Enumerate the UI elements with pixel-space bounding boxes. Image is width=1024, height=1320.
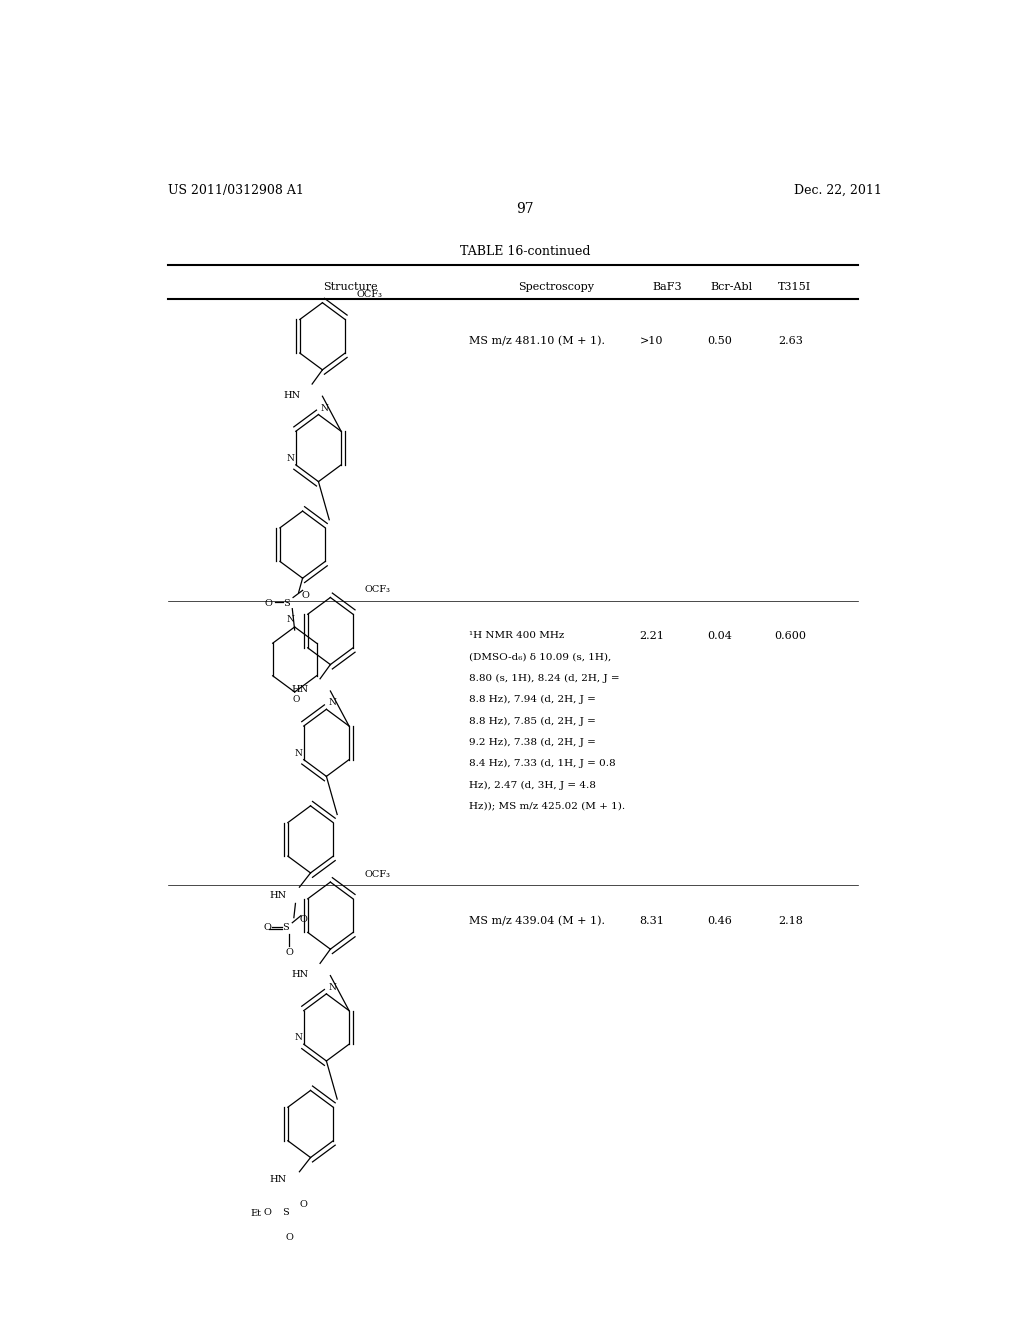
Text: >10: >10 [640, 337, 664, 346]
Text: Structure: Structure [323, 282, 378, 293]
Text: O: O [264, 1208, 271, 1217]
Text: N: N [294, 1034, 302, 1043]
Text: N: N [321, 404, 329, 413]
Text: N: N [329, 698, 337, 708]
Text: HN: HN [269, 891, 287, 900]
Text: HN: HN [291, 685, 308, 694]
Text: N: N [329, 983, 337, 991]
Text: HN: HN [269, 1175, 287, 1184]
Text: Et: Et [250, 1209, 261, 1218]
Text: 0.04: 0.04 [707, 631, 732, 642]
Text: 8.31: 8.31 [639, 916, 665, 925]
Text: (DMSO-d₆) δ 10.09 (s, 1H),: (DMSO-d₆) δ 10.09 (s, 1H), [469, 652, 611, 661]
Text: OCF₃: OCF₃ [365, 870, 390, 879]
Text: Dec. 22, 2011: Dec. 22, 2011 [794, 183, 882, 197]
Text: S: S [282, 1208, 289, 1217]
Text: OCF₃: OCF₃ [356, 290, 383, 300]
Text: MS m/z 481.10 (M + 1).: MS m/z 481.10 (M + 1). [469, 337, 605, 347]
Text: O: O [293, 696, 300, 704]
Text: O: O [285, 1233, 293, 1242]
Text: O: O [285, 948, 293, 957]
Text: 8.8 Hz), 7.85 (d, 2H, J =: 8.8 Hz), 7.85 (d, 2H, J = [469, 717, 596, 726]
Text: 0.600: 0.600 [774, 631, 807, 642]
Text: 2.21: 2.21 [639, 631, 665, 642]
Text: N: N [294, 748, 302, 758]
Text: Hz)); MS m/z 425.02 (M + 1).: Hz)); MS m/z 425.02 (M + 1). [469, 801, 626, 810]
Text: 8.8 Hz), 7.94 (d, 2H, J =: 8.8 Hz), 7.94 (d, 2H, J = [469, 696, 596, 704]
Text: O: O [299, 1200, 307, 1209]
Text: 97: 97 [516, 202, 534, 216]
Text: Hz), 2.47 (d, 3H, J = 4.8: Hz), 2.47 (d, 3H, J = 4.8 [469, 780, 596, 789]
Text: Spectroscopy: Spectroscopy [518, 282, 595, 293]
Text: MS m/z 439.04 (M + 1).: MS m/z 439.04 (M + 1). [469, 916, 605, 925]
Text: S: S [282, 923, 289, 932]
Text: HN: HN [283, 391, 300, 400]
Text: 0.50: 0.50 [707, 337, 732, 346]
Text: 2.63: 2.63 [778, 337, 803, 346]
Text: O: O [299, 915, 307, 924]
Text: 9.2 Hz), 7.38 (d, 2H, J =: 9.2 Hz), 7.38 (d, 2H, J = [469, 738, 596, 747]
Text: Bcr-Abl: Bcr-Abl [710, 282, 753, 293]
Text: ¹H NMR 400 MHz: ¹H NMR 400 MHz [469, 631, 564, 640]
Text: 0.46: 0.46 [707, 916, 732, 925]
Text: US 2011/0312908 A1: US 2011/0312908 A1 [168, 183, 303, 197]
Text: T315I: T315I [778, 282, 811, 293]
Text: OCF₃: OCF₃ [365, 585, 390, 594]
Text: S: S [284, 599, 290, 609]
Text: HN: HN [291, 970, 308, 979]
Text: O: O [264, 599, 272, 609]
Text: N: N [287, 454, 294, 463]
Text: TABLE 16-continued: TABLE 16-continued [460, 244, 590, 257]
Text: 8.80 (s, 1H), 8.24 (d, 2H, J =: 8.80 (s, 1H), 8.24 (d, 2H, J = [469, 673, 620, 682]
Text: N: N [287, 615, 295, 624]
Text: O: O [264, 923, 271, 932]
Text: 2.18: 2.18 [778, 916, 803, 925]
Text: O: O [301, 591, 309, 601]
Text: 8.4 Hz), 7.33 (d, 1H, J = 0.8: 8.4 Hz), 7.33 (d, 1H, J = 0.8 [469, 759, 615, 768]
Text: BaF3: BaF3 [653, 282, 682, 293]
